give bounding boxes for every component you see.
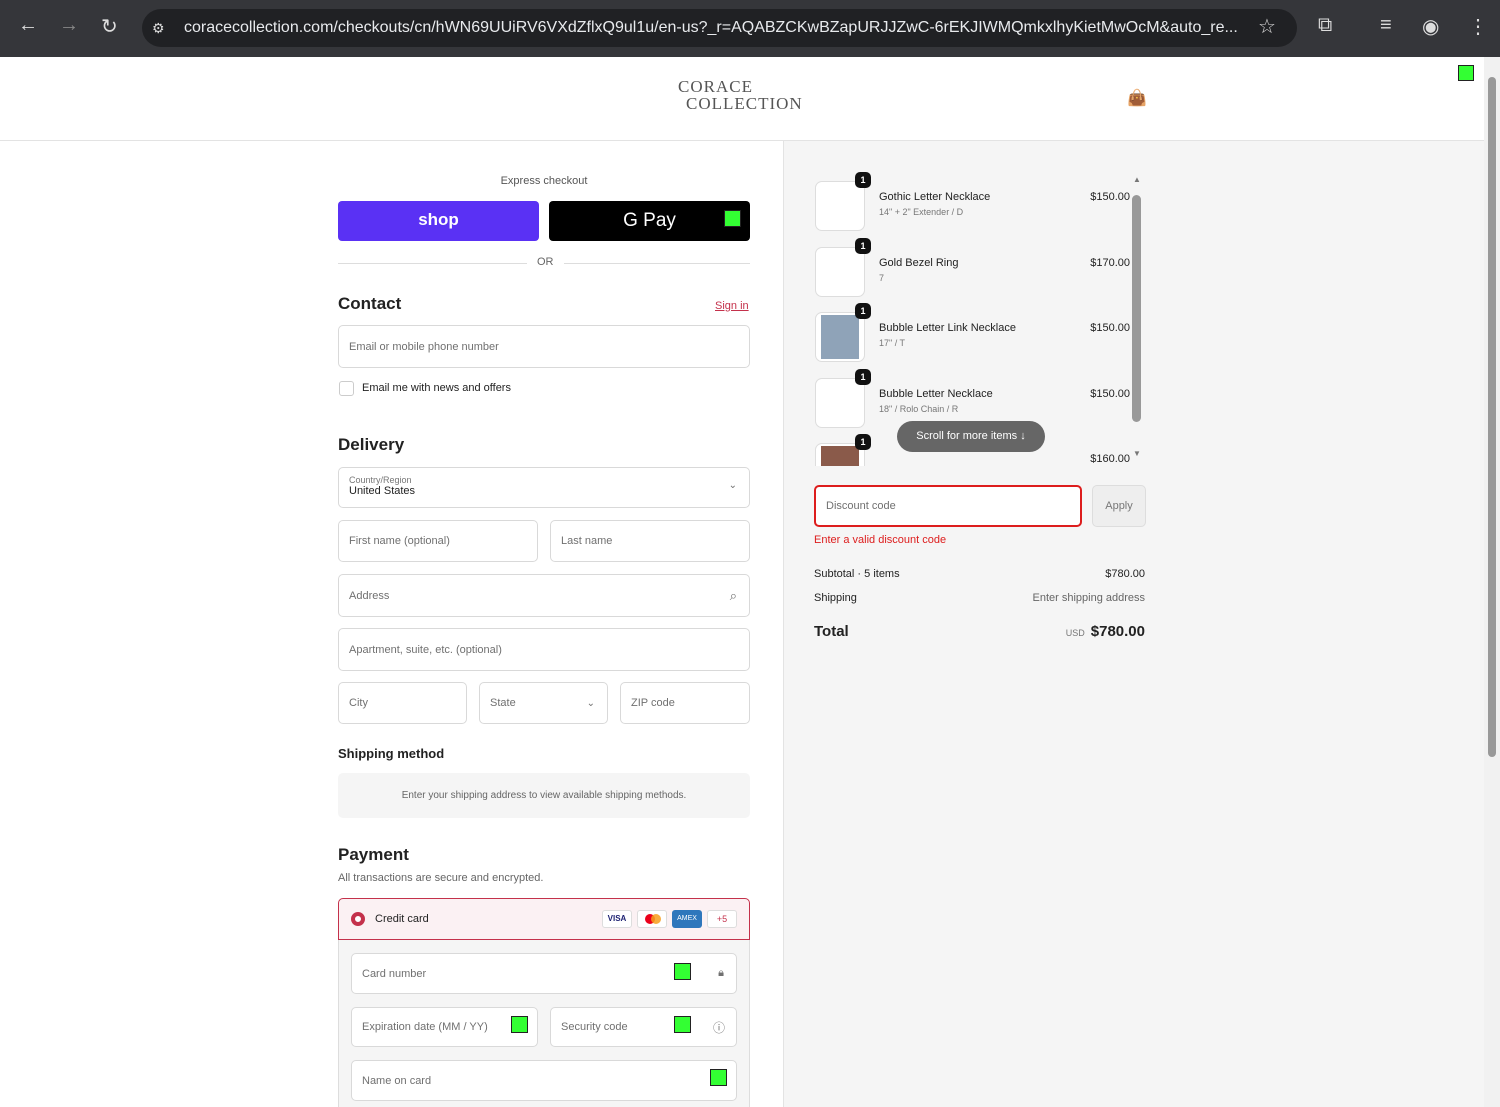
item-name: Gold Bezel Ring	[879, 256, 959, 269]
sign-in-link[interactable]: Sign in	[715, 300, 749, 312]
item-variant: 7	[879, 272, 885, 283]
back-icon[interactable]: ←	[18, 14, 38, 36]
shipping-label: Shipping	[814, 592, 857, 604]
product-thumbnail	[815, 377, 865, 428]
expiry-input[interactable]: Expiration date (MM / YY)	[351, 1007, 538, 1047]
name-on-card-input[interactable]: Name on card	[351, 1060, 737, 1101]
cart-item: 1 $160.00	[815, 434, 1130, 466]
apartment-input[interactable]: Apartment, suite, etc. (optional)	[338, 628, 750, 671]
help-icon[interactable]: ⓘ	[712, 1020, 725, 1035]
marker	[511, 1016, 528, 1033]
cart-item: 1 Bubble Letter Link Necklace 17" / T $1…	[815, 303, 1130, 362]
quantity-badge: 1	[855, 434, 871, 450]
item-price: $160.00	[1090, 453, 1130, 465]
item-name: Gothic Letter Necklace	[879, 191, 991, 203]
item-variant: 17" / T	[879, 338, 906, 348]
page-scrollbar[interactable]	[1484, 57, 1500, 1107]
bookmark-star-icon[interactable]: ☆	[1258, 16, 1276, 38]
scroll-more-button[interactable]: Scroll for more items ↓	[897, 421, 1045, 452]
cart-bag-icon[interactable]: 👜	[1127, 90, 1147, 107]
shop-pay-button[interactable]: shop	[338, 201, 539, 241]
last-name-input[interactable]: Last name	[550, 520, 750, 562]
item-variant: 14" + 2" Extender / D	[879, 207, 964, 217]
or-divider-label: OR	[527, 256, 564, 268]
reload-icon[interactable]: ↻	[101, 16, 118, 38]
menu-icon[interactable]: ⋮	[1468, 16, 1488, 38]
first-name-input[interactable]: First name (optional)	[338, 520, 538, 562]
cart-item: 1 Bubble Letter Necklace 18" / Rolo Chai…	[815, 368, 1130, 428]
card-number-input[interactable]: Card number 🔒︎	[351, 953, 737, 994]
cart-scrollbar[interactable]: ▲ ▼	[1132, 175, 1141, 458]
store-logo[interactable]: CORACE COLLECTION	[678, 77, 803, 113]
product-thumbnail	[815, 181, 865, 231]
total-value: USD $780.00	[1065, 623, 1145, 640]
product-thumbnail	[815, 443, 865, 466]
visa-icon: VISA	[602, 910, 632, 928]
contact-title: Contact	[338, 294, 402, 313]
radio-selected[interactable]	[351, 912, 365, 926]
item-price: $150.00	[1090, 322, 1130, 334]
quantity-badge: 1	[855, 368, 871, 385]
marker	[710, 1069, 727, 1086]
email-input[interactable]: Email or mobile phone number	[338, 325, 750, 368]
chevron-down-icon: ⌄	[586, 697, 595, 709]
item-price: $150.00	[1090, 387, 1130, 400]
news-checkbox[interactable]	[339, 381, 354, 396]
zip-input[interactable]: ZIP code	[620, 682, 750, 724]
marker	[674, 963, 691, 980]
shipping-method-title: Shipping method	[338, 746, 445, 761]
product-thumbnail	[815, 312, 865, 362]
quantity-badge: 1	[855, 303, 871, 319]
cart-item: 1 Gold Bezel Ring 7 $170.00	[815, 237, 1130, 297]
mastercard-icon	[637, 910, 667, 928]
marker	[724, 210, 741, 227]
payment-title: Payment	[338, 845, 409, 864]
item-price: $150.00	[1090, 191, 1130, 203]
delivery-title: Delivery	[338, 435, 405, 454]
cart-item: 1 Gothic Letter Necklace 14" + 2" Extend…	[815, 172, 1130, 231]
store-header	[0, 57, 1484, 141]
city-input[interactable]: City	[338, 682, 467, 724]
security-code-input[interactable]: Security code ⓘ	[550, 1007, 737, 1047]
profile-icon[interactable]: ◉	[1422, 16, 1440, 38]
search-icon: ⌕	[729, 587, 737, 603]
marker	[1458, 65, 1474, 81]
address-input[interactable]: Address ⌕	[338, 574, 750, 617]
discount-code-input[interactable]: Discount code	[814, 485, 1082, 527]
extensions-icon[interactable]: ⧉	[1318, 14, 1333, 36]
lock-icon: 🔒︎	[718, 967, 724, 979]
item-name: Bubble Letter Link Necklace	[879, 322, 1016, 334]
news-label: Email me with news and offers	[362, 382, 511, 394]
google-pay-button[interactable]: G Pay	[549, 201, 750, 241]
address-bar[interactable]: coracecollection.com/checkouts/cn/hWN69U…	[142, 9, 1297, 47]
browser-toolbar: ← → ↻ coracecollection.com/checkouts/cn/…	[0, 0, 1500, 57]
quantity-badge: 1	[855, 172, 871, 188]
chevron-down-icon: ⌄	[728, 480, 737, 491]
forward-icon[interactable]: →	[59, 14, 79, 36]
item-name: Bubble Letter Necklace	[879, 387, 993, 400]
shipping-value: Enter shipping address	[1032, 592, 1145, 604]
marker	[674, 1016, 691, 1033]
state-select[interactable]: State ⌄	[479, 682, 608, 724]
express-checkout-label: Express checkout	[500, 175, 588, 187]
cart-items-list[interactable]: 1 Gothic Letter Necklace 14" + 2" Extend…	[812, 172, 1146, 466]
total-label: Total	[814, 623, 849, 640]
subtotal-value: $780.00	[1105, 568, 1145, 580]
more-cards-badge: +5	[707, 910, 737, 928]
item-price: $170.00	[1090, 256, 1130, 269]
site-settings-icon[interactable]: ⚙	[152, 20, 165, 36]
amex-icon: AMEX	[672, 910, 702, 928]
country-select[interactable]: Country/Region United States ⌄	[338, 467, 750, 508]
payment-subtitle: All transactions are secure and encrypte…	[338, 872, 544, 884]
credit-card-option[interactable]: Credit card VISA AMEX +5	[338, 898, 750, 940]
item-variant: 18" / Rolo Chain / R	[879, 403, 959, 414]
subtotal-label: Subtotal · 5 items	[814, 568, 900, 580]
discount-error: Enter a valid discount code	[814, 534, 947, 546]
product-thumbnail	[815, 246, 865, 297]
quantity-badge: 1	[855, 237, 871, 254]
shipping-method-note: Enter your shipping address to view avai…	[338, 773, 750, 818]
apply-button[interactable]: Apply	[1092, 485, 1146, 527]
media-icon[interactable]: ≡	[1380, 14, 1392, 36]
